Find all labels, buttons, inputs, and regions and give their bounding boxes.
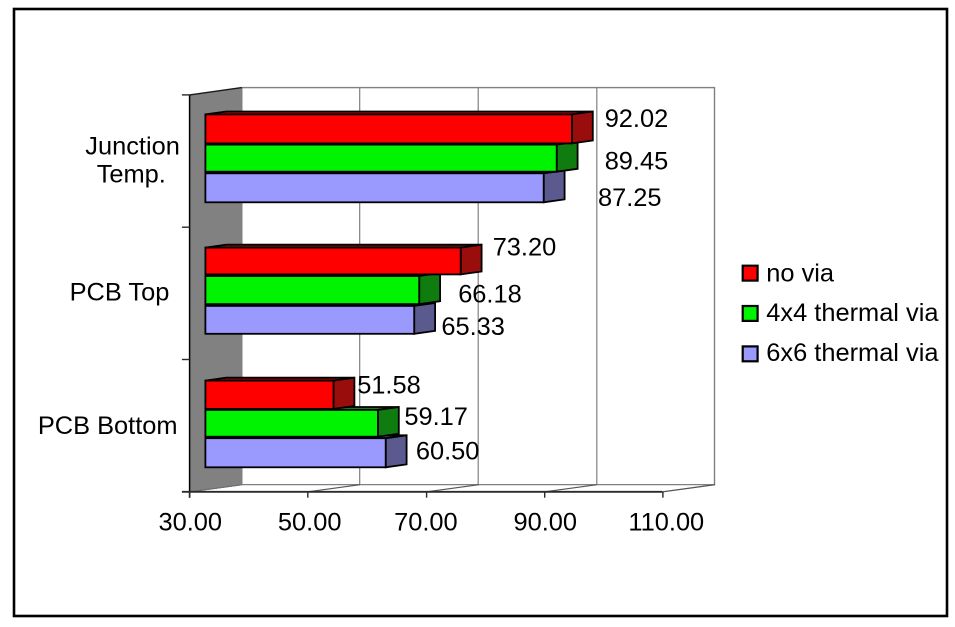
- svg-text:87.25: 87.25: [598, 184, 662, 212]
- svg-text:110.00: 110.00: [628, 509, 704, 537]
- svg-text:6x6 thermal via: 6x6 thermal via: [766, 339, 939, 367]
- svg-text:92.02: 92.02: [605, 105, 669, 133]
- svg-text:65.33: 65.33: [441, 313, 505, 341]
- svg-text:30.00: 30.00: [159, 509, 223, 537]
- svg-text:Junction: Junction: [85, 133, 180, 161]
- svg-text:60.50: 60.50: [416, 438, 480, 466]
- svg-text:51.58: 51.58: [357, 372, 421, 400]
- svg-text:70.00: 70.00: [394, 509, 458, 537]
- svg-text:no via: no via: [766, 259, 835, 287]
- svg-text:59.17: 59.17: [404, 403, 468, 431]
- svg-text:Temp.: Temp.: [97, 161, 166, 189]
- svg-text:90.00: 90.00: [514, 509, 578, 537]
- svg-text:PCB Bottom: PCB Bottom: [38, 412, 178, 440]
- svg-text:89.45: 89.45: [605, 148, 669, 176]
- svg-text:PCB Top: PCB Top: [70, 278, 170, 306]
- svg-text:66.18: 66.18: [458, 281, 522, 309]
- svg-text:4x4 thermal via: 4x4 thermal via: [766, 299, 939, 327]
- svg-text:73.20: 73.20: [493, 234, 557, 262]
- svg-text:50.00: 50.00: [278, 509, 342, 537]
